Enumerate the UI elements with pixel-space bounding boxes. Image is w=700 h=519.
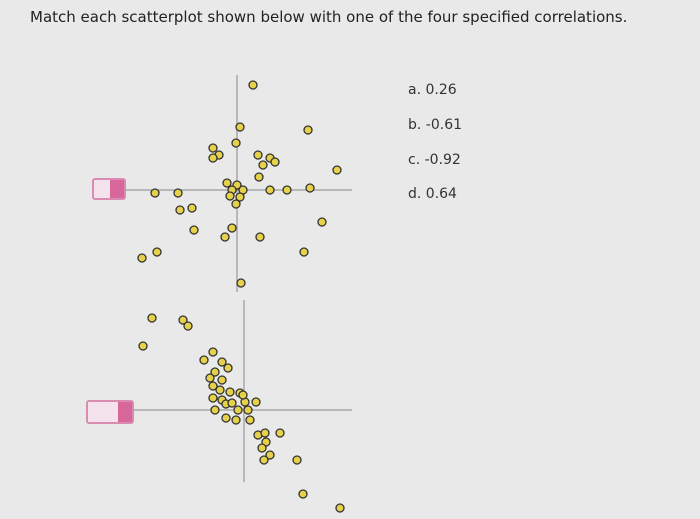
point	[208, 143, 218, 153]
point	[245, 415, 255, 425]
point	[221, 413, 231, 423]
point	[236, 278, 246, 288]
point	[189, 225, 199, 235]
point	[222, 178, 232, 188]
point	[235, 192, 245, 202]
point	[175, 205, 185, 215]
point	[210, 405, 220, 415]
point	[208, 381, 218, 391]
option: b. -0.61	[408, 117, 463, 133]
point	[254, 172, 264, 182]
point	[227, 223, 237, 233]
point	[243, 405, 253, 415]
point	[317, 217, 327, 227]
point	[303, 125, 313, 135]
dropdown-icon[interactable]	[118, 402, 132, 422]
point	[210, 367, 220, 377]
point	[187, 203, 197, 213]
point	[199, 355, 209, 365]
dropdown[interactable]	[92, 178, 126, 200]
point	[173, 188, 183, 198]
point	[183, 321, 193, 331]
point	[150, 188, 160, 198]
point	[299, 247, 309, 257]
point	[238, 390, 248, 400]
point	[231, 138, 241, 148]
point	[225, 191, 235, 201]
point	[335, 503, 345, 513]
option: c. -0.92	[408, 152, 461, 168]
point	[332, 165, 342, 175]
point	[282, 185, 292, 195]
point	[178, 315, 188, 325]
point	[208, 153, 218, 163]
point	[275, 428, 285, 438]
point	[147, 313, 157, 323]
point	[233, 405, 243, 415]
point	[208, 393, 218, 403]
question: Match each scatterplot shown below with …	[30, 8, 628, 26]
point	[137, 253, 147, 263]
dropdown-icon[interactable]	[110, 180, 124, 198]
point	[305, 183, 315, 193]
point	[265, 450, 275, 460]
point	[231, 199, 241, 209]
point	[235, 122, 245, 132]
point	[257, 443, 267, 453]
point	[231, 415, 241, 425]
point	[215, 385, 225, 395]
point	[152, 247, 162, 257]
point	[253, 150, 263, 160]
point	[220, 232, 230, 242]
point	[208, 347, 218, 357]
point	[292, 455, 302, 465]
point	[251, 397, 261, 407]
point	[138, 341, 148, 351]
point	[258, 160, 268, 170]
point	[298, 489, 308, 499]
option: d. 0.64	[408, 186, 457, 202]
point	[260, 428, 270, 438]
point	[255, 232, 265, 242]
point	[259, 455, 269, 465]
point	[265, 185, 275, 195]
point	[248, 80, 258, 90]
point	[217, 375, 227, 385]
point	[270, 157, 280, 167]
point	[227, 398, 237, 408]
point	[205, 373, 215, 383]
dropdown[interactable]	[86, 400, 134, 424]
point	[223, 363, 233, 373]
point	[225, 387, 235, 397]
point	[217, 357, 227, 367]
option: a. 0.26	[408, 82, 457, 98]
